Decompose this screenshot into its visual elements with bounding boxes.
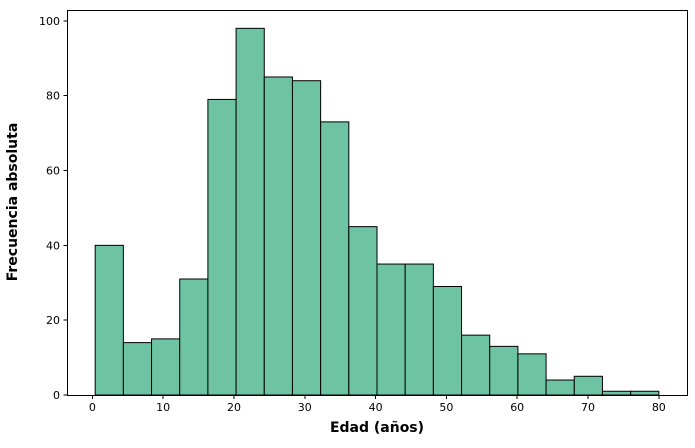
y-axis-label: Frecuencia absoluta bbox=[5, 122, 21, 282]
histogram-bar bbox=[601, 390, 632, 396]
histogram-bar bbox=[404, 263, 434, 396]
histogram-bar bbox=[320, 121, 350, 396]
histogram-bar bbox=[432, 286, 463, 396]
histogram-bar bbox=[179, 278, 209, 396]
y-tick-label: 40 bbox=[46, 239, 60, 252]
histogram-bar bbox=[94, 244, 124, 396]
x-tick-label: 60 bbox=[510, 401, 524, 414]
x-tick-label: 40 bbox=[369, 401, 383, 414]
histogram-bar bbox=[122, 342, 153, 396]
histogram-bar bbox=[545, 379, 575, 396]
x-tick-label: 0 bbox=[89, 401, 96, 414]
y-tick-label: 100 bbox=[39, 15, 60, 28]
histogram-bar bbox=[235, 27, 265, 396]
x-tick-label: 80 bbox=[652, 401, 666, 414]
y-tick-label: 20 bbox=[46, 314, 60, 327]
histogram-bar bbox=[517, 353, 547, 396]
y-tick-label: 60 bbox=[46, 165, 60, 178]
histogram-bar bbox=[348, 226, 378, 396]
histogram-bar bbox=[461, 334, 491, 396]
histogram-bar bbox=[489, 345, 519, 396]
x-tick-label: 70 bbox=[581, 401, 595, 414]
x-axis-label: Edad (años) bbox=[329, 420, 425, 436]
histogram-bar bbox=[151, 338, 181, 396]
x-tick-label: 50 bbox=[439, 401, 453, 414]
x-tick-label: 10 bbox=[156, 401, 170, 414]
y-tick-label: 0 bbox=[53, 389, 60, 402]
histogram-bar bbox=[291, 80, 322, 396]
histogram-bar bbox=[207, 98, 237, 396]
x-tick-label: 20 bbox=[227, 401, 241, 414]
histogram-bar bbox=[573, 375, 603, 396]
y-tick-label: 80 bbox=[46, 90, 60, 103]
plot-border bbox=[67, 10, 688, 396]
histogram-bar bbox=[630, 390, 660, 396]
histogram-bar bbox=[376, 263, 406, 396]
x-tick-label: 30 bbox=[298, 401, 312, 414]
histogram-bar bbox=[263, 76, 293, 396]
